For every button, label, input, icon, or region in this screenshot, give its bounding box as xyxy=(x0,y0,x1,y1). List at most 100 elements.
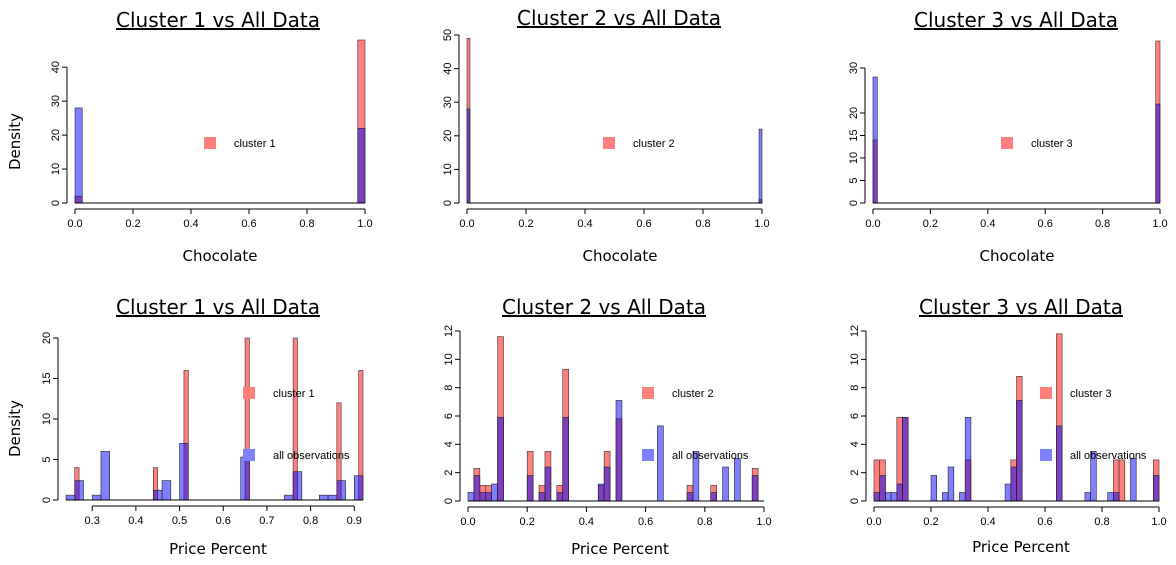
x-axis-label: Price Percent xyxy=(169,540,267,558)
histogram-bar xyxy=(153,489,163,501)
plot-area: 0.3 0.4 0.5 0.6 0.7 0.8 0.9 0 5 10 15 20 xyxy=(41,332,364,527)
x-tick-label: 1.0 xyxy=(357,218,372,230)
histogram-bar xyxy=(485,492,492,502)
x-tick-label: 0.4 xyxy=(980,218,995,230)
histogram-bar xyxy=(1004,483,1012,502)
x-tick-label: 0.8 xyxy=(299,218,314,230)
x-axis-label: Price Percent xyxy=(972,538,1070,556)
x-tick-label: 0.6 xyxy=(216,515,231,527)
y-tick-label: 30 xyxy=(442,96,454,108)
histogram-bar xyxy=(597,483,605,502)
x-tick-label: 0.6 xyxy=(1038,218,1053,230)
histogram-bar xyxy=(491,483,498,502)
histogram-bar xyxy=(722,466,729,502)
legend-swatch xyxy=(1040,387,1052,399)
y-tick-label: 20 xyxy=(442,130,454,142)
y-tick-label: 8 xyxy=(849,385,861,391)
plot-area: 0.0 0.2 0.4 0.6 0.8 1.0 0 2 4 6 8 10 12 xyxy=(443,325,772,528)
legend-swatch xyxy=(642,387,654,399)
y-tick-label: 0 xyxy=(443,498,455,504)
histogram-bar xyxy=(1016,400,1023,502)
legend-label: all observations xyxy=(672,450,749,462)
histogram-bar xyxy=(353,475,364,501)
y-tick-label: 6 xyxy=(849,413,861,419)
histogram-bar xyxy=(100,451,110,501)
histogram-bar xyxy=(890,492,898,502)
legend-label: all observations xyxy=(1070,450,1147,462)
y-tick-label: 30 xyxy=(50,95,62,107)
histogram-bar xyxy=(161,480,172,501)
histogram-bar xyxy=(1107,492,1114,502)
histogram-bar xyxy=(942,492,949,502)
histogram-bar xyxy=(872,76,878,204)
histogram-bar xyxy=(603,466,611,502)
y-tick-label: 0 xyxy=(41,497,53,503)
x-axis-label: Chocolate xyxy=(182,247,258,265)
x-tick-label: 0.4 xyxy=(980,516,995,528)
histogram-bar xyxy=(964,417,972,502)
legend-swatch xyxy=(642,449,654,461)
histogram-bar xyxy=(1155,103,1161,204)
y-tick-label: 12 xyxy=(443,325,455,337)
histogram-bar xyxy=(65,494,76,501)
x-tick-label: 0.2 xyxy=(923,218,938,230)
histogram-bar xyxy=(657,425,664,502)
histogram-bar xyxy=(1056,425,1063,502)
legend-swatch xyxy=(1040,449,1052,461)
chart-title: Cluster 2 vs All Data xyxy=(502,295,706,319)
histogram-bar xyxy=(751,475,759,502)
x-tick-label: 0.4 xyxy=(577,218,592,230)
legend-swatch xyxy=(243,387,255,399)
histogram-bar xyxy=(758,128,763,204)
chart-title: Cluster 1 vs All Data xyxy=(116,8,320,32)
histogram-bar xyxy=(556,492,564,502)
legend-label: cluster 1 xyxy=(273,388,315,400)
x-tick-label: 0.8 xyxy=(1094,516,1109,528)
x-tick-label: 0.8 xyxy=(303,515,318,527)
x-tick-label: 0.8 xyxy=(695,218,710,230)
histogram-bar xyxy=(1113,492,1120,502)
histogram-bar xyxy=(538,492,546,502)
histogram-bar xyxy=(902,417,909,502)
y-tick-label: 30 xyxy=(848,62,860,74)
histogram-bar xyxy=(1130,458,1137,502)
chart-title: Cluster 3 vs All Data xyxy=(914,8,1118,32)
x-tick-label: 0.6 xyxy=(636,218,651,230)
y-tick-label: 20 xyxy=(848,107,860,119)
y-tick-label: 5 xyxy=(848,177,860,183)
x-tick-label: 0.8 xyxy=(697,516,712,528)
histogram-bar xyxy=(947,466,955,502)
histogram-plot: 0.0 0.2 0.4 0.6 0.8 1.0 0 2 4 6 8 10 12 cluster 3 all … xyxy=(849,325,1167,528)
plot-area: 0.0 0.2 0.4 0.6 0.8 1.0 0 5 10 15 20 30 xyxy=(848,40,1168,230)
x-tick-label: 1.0 xyxy=(754,218,769,230)
histogram-plot: 0.0 0.2 0.4 0.6 0.8 1.0 0 10 20 30 40 50 cluster 2 xyxy=(442,29,770,230)
histogram-bar xyxy=(179,443,189,501)
y-tick-label: 5 xyxy=(41,456,53,462)
x-tick-label: 1.0 xyxy=(1151,516,1166,528)
histogram-bar xyxy=(497,417,504,502)
y-tick-label: 2 xyxy=(443,470,455,476)
y-tick-label: 4 xyxy=(443,441,455,447)
histogram-bar xyxy=(292,471,303,501)
legend-label: cluster 2 xyxy=(633,138,675,150)
x-tick-label: 0.8 xyxy=(1095,218,1110,230)
y-tick-label: 6 xyxy=(443,413,455,419)
x-tick-label: 1.0 xyxy=(756,516,771,528)
legend-swatch xyxy=(1001,137,1013,149)
histogram-bar xyxy=(710,492,717,502)
y-tick-label: 10 xyxy=(50,163,62,175)
legend-swatch xyxy=(204,137,216,149)
x-tick-label: 0.0 xyxy=(866,516,881,528)
y-tick-label: 10 xyxy=(442,163,454,175)
y-tick-label: 0 xyxy=(849,498,861,504)
x-tick-label: 0.3 xyxy=(85,515,100,527)
y-tick-label: 8 xyxy=(443,385,455,391)
y-tick-label: 10 xyxy=(848,152,860,164)
histogram-bar xyxy=(879,475,886,502)
y-tick-label: 15 xyxy=(848,129,860,141)
histogram-bar xyxy=(896,483,903,502)
y-tick-label: 10 xyxy=(41,413,53,425)
histogram-bar xyxy=(74,107,83,204)
x-tick-label: 0.6 xyxy=(638,516,653,528)
y-tick-label: 40 xyxy=(50,61,62,73)
